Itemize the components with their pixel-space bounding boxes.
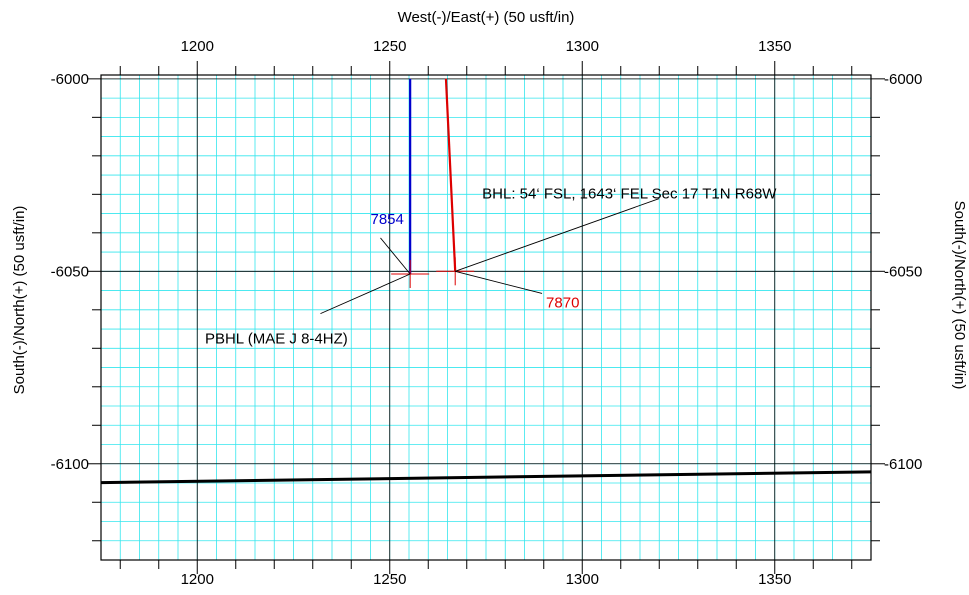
annotation-leader-line [320, 273, 411, 315]
annotation-label: BHL: 54‘ FSL, 1643‘ FEL Sec 17 T1N R68W [482, 186, 777, 203]
annotation-leader-line [455, 198, 660, 272]
annotation-leader-line [380, 237, 411, 275]
y-tick-label-right: -6100 [884, 456, 922, 473]
y-tick-label-right: -6000 [884, 71, 922, 88]
major-grid [101, 75, 871, 560]
y-axis-title-right: South(-)/North(+) (50 usft/in) [951, 201, 968, 390]
annotation-labels: 7854 7870 BHL: 54‘ FSL, 1643‘ FEL Sec 17 T… [205, 186, 777, 348]
minor-grid [100, 75, 872, 561]
x-tick-label-top: 1200 [181, 38, 214, 55]
x-tick-label-bottom: 1250 [373, 571, 406, 588]
tick-labels: 1200 1200 1250 1250 1300 1300 1350 1350 -6000 -60… [51, 38, 923, 588]
y-axis-title-left: South(-)/North(+) (50 usft/in) [11, 206, 28, 395]
series-group [100, 78, 872, 485]
y-tick-label-right: -6050 [884, 263, 922, 280]
plot-frame [100, 74, 872, 561]
y-tick-label-left: -6100 [51, 456, 89, 473]
x-tick-label-bottom: 1200 [181, 571, 214, 588]
x-tick-label-bottom: 1300 [566, 571, 599, 588]
series-line [100, 470, 872, 485]
y-tick-label-left: -6000 [51, 71, 89, 88]
x-tick-label-top: 1350 [758, 38, 791, 55]
x-tick-label-top: 1300 [566, 38, 599, 55]
axis-ticks [87, 61, 885, 574]
x-axis-title: West(-)/East(+) (50 usft/in) [398, 9, 575, 26]
series-line [444, 78, 457, 272]
annotation-label: 7854 [371, 211, 404, 228]
annotation-label: PBHL (MAE J 8-4HZ) [205, 330, 348, 347]
annotation-leaders [320, 198, 660, 315]
x-tick-label-top: 1250 [373, 38, 406, 55]
annotation-leader-line [455, 270, 543, 294]
annotation-label: 7870 [546, 294, 579, 311]
x-tick-label-bottom: 1350 [758, 571, 791, 588]
y-tick-label-left: -6050 [51, 263, 89, 280]
